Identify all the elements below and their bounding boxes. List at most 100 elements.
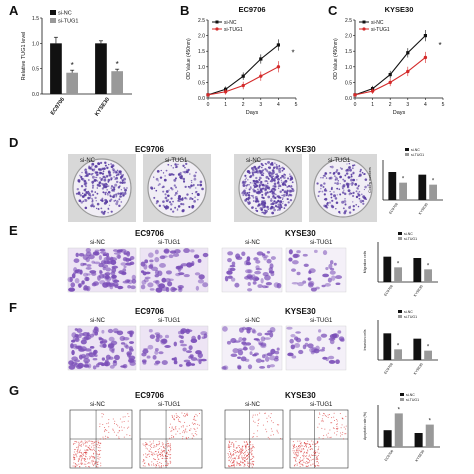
g-flow-ky-tug-event bbox=[309, 460, 311, 462]
e-img-ec-nc-cell bbox=[120, 262, 127, 266]
d-dish-ec-nc-colony bbox=[91, 199, 94, 201]
g-flow-ec-nc-event bbox=[97, 454, 99, 456]
d-dish-ec-nc-colony bbox=[92, 187, 94, 189]
d-legend-box-0 bbox=[405, 148, 409, 151]
d-dish-ec-nc-colony bbox=[84, 185, 88, 188]
g-flow-ky-nc-event bbox=[236, 461, 238, 463]
g-flow-ky-tug-event bbox=[306, 449, 308, 451]
d-dish-ky-nc-colony bbox=[242, 190, 245, 193]
g-flow-ky-tug-event bbox=[308, 458, 310, 460]
g-flow-ky-nc-event bbox=[253, 456, 255, 458]
f-img-ky-nc-cell bbox=[253, 338, 260, 341]
g-flow-ky-nc-event bbox=[233, 466, 235, 468]
d-dish-ec-tug-colony bbox=[194, 191, 198, 194]
g-flow-ky-nc-event bbox=[238, 445, 240, 447]
g-flow-ec-tug-event bbox=[159, 462, 161, 464]
g-flow-ec-tug-event bbox=[168, 449, 170, 451]
g-flow-ec-nc-event bbox=[92, 441, 94, 443]
g-flow-ec-tug-event bbox=[160, 455, 162, 457]
g-flow-ky-nc-event bbox=[238, 456, 240, 458]
c-legend-label-1: si-TUG1 bbox=[371, 27, 390, 33]
f-img-ec-tug-cell bbox=[148, 328, 153, 333]
g-flow-ec-tug-event bbox=[166, 457, 168, 459]
g-label-sinc-2: si-NC bbox=[245, 402, 260, 408]
e-img-ec-tug-cell bbox=[152, 280, 159, 284]
d-dish-ky-nc-colony bbox=[278, 165, 281, 168]
d-dish-ky-nc-colony bbox=[247, 179, 249, 181]
g-flow-ky-tug-event bbox=[337, 427, 339, 429]
g-flow-ky-nc-event bbox=[230, 457, 232, 459]
d-dish-ky-tug-colony bbox=[342, 207, 345, 210]
d-dish-ky-nc-colony bbox=[279, 200, 283, 204]
e-img-ky-nc-cell bbox=[266, 258, 272, 264]
c-point-0-2 bbox=[388, 73, 392, 77]
d-dish-ec-nc-colony bbox=[110, 177, 113, 180]
e-img-ec-tug-cell bbox=[155, 279, 160, 285]
d-dish-ec-tug-colony bbox=[156, 200, 159, 203]
g-flow-ec-nc-event bbox=[76, 456, 78, 458]
g-flow-ec-tug-event bbox=[155, 466, 157, 468]
g-flow-ec-tug-event bbox=[174, 419, 176, 421]
a-ylabel: Relative TUG1 level bbox=[21, 32, 27, 81]
g-flow-ec-nc-event bbox=[121, 429, 123, 431]
g-flow-ky-nc-event bbox=[251, 450, 253, 452]
g-flow-ky-tug-event bbox=[296, 450, 298, 452]
f-img-ky-nc-cell bbox=[242, 346, 248, 351]
d-dish-ky-nc-colony bbox=[265, 169, 269, 172]
g-flow-ky-tug-event bbox=[339, 412, 341, 414]
g-flow-ec-tug-event bbox=[171, 430, 173, 432]
g-flow-ky-tug-event bbox=[336, 434, 338, 436]
f-img-ky-tug-cell bbox=[322, 356, 328, 360]
g-flow-ky-nc-event bbox=[233, 457, 235, 459]
g-flow-ec-nc-event bbox=[80, 463, 82, 465]
d-dish-ec-nc-colony bbox=[81, 177, 85, 181]
g-flow-ky-tug-event bbox=[306, 443, 308, 445]
d-dish-ky-tug-colony bbox=[339, 182, 341, 185]
f-img-ec-tug-cell bbox=[155, 334, 163, 339]
g-flow-ky-tug-event bbox=[305, 462, 307, 464]
d-dish-ky-nc-colony bbox=[245, 177, 247, 179]
g-flow-ec-tug-event bbox=[182, 424, 184, 426]
d-dish-ky-nc-colony bbox=[270, 172, 274, 176]
d-dish-ec-nc-colony bbox=[120, 175, 123, 179]
g-flow-ky-nc-event bbox=[268, 415, 270, 417]
g-flow-ec-nc-event bbox=[119, 418, 121, 420]
d-dish-ky-tug-colony bbox=[325, 177, 328, 179]
g-flow-ky-nc-event bbox=[248, 446, 250, 448]
e-img-ky-nc-cell bbox=[256, 251, 264, 256]
g-flow-ky-tug-event bbox=[305, 445, 307, 447]
g-flow-ec-nc-event bbox=[123, 421, 125, 423]
e-img-ec-nc-cell bbox=[131, 274, 136, 280]
d-dish-ky-tug-colony bbox=[363, 173, 365, 176]
g-flow-ec-tug-event bbox=[176, 416, 178, 418]
d-dish-ec-nc-colony bbox=[106, 192, 109, 195]
g-flow-ky-tug-event bbox=[305, 446, 307, 448]
g-flow-ec-tug-event bbox=[194, 423, 196, 425]
g-flow-ec-nc-event bbox=[83, 452, 85, 454]
g-flow-ec-tug-event bbox=[155, 459, 157, 461]
d-dish-ec-nc-colony bbox=[110, 210, 113, 213]
g-flow-ec-nc-event bbox=[75, 454, 77, 456]
g-flow-ky-tug-event bbox=[344, 428, 346, 430]
g-flow-ky-nc-event bbox=[238, 463, 240, 465]
d-dish-ec-nc-colony bbox=[114, 183, 118, 187]
g-flow-ec-nc-event bbox=[80, 458, 82, 460]
f-img-ky-nc-cell bbox=[240, 356, 247, 362]
g-flow-ky-tug-event bbox=[303, 457, 305, 459]
g-flow-ky-nc-event bbox=[231, 454, 233, 456]
g-flow-ec-tug-event bbox=[152, 440, 154, 442]
g-flow-ec-nc-event bbox=[84, 445, 86, 447]
e-star-0: * bbox=[397, 261, 400, 267]
g-flow-ky-tug-event bbox=[317, 455, 319, 457]
e-img-ky-nc-cell bbox=[247, 275, 254, 280]
g-flow-ky-tug-event bbox=[302, 455, 304, 457]
e-img-ec-nc-cell bbox=[105, 267, 112, 272]
d-dish-ky-nc-colony bbox=[273, 179, 276, 182]
c-xtick-5: 5 bbox=[442, 102, 445, 108]
e-img-ky-nc-cell bbox=[227, 251, 234, 256]
d-dish-ky-nc-colony bbox=[267, 160, 271, 164]
g-flow-ec-nc-event bbox=[88, 462, 90, 464]
g-flow-ky-nc-event bbox=[278, 424, 280, 426]
e-img-ec-tug-cell bbox=[154, 249, 159, 255]
g-flow-ec-tug-event bbox=[151, 452, 153, 454]
